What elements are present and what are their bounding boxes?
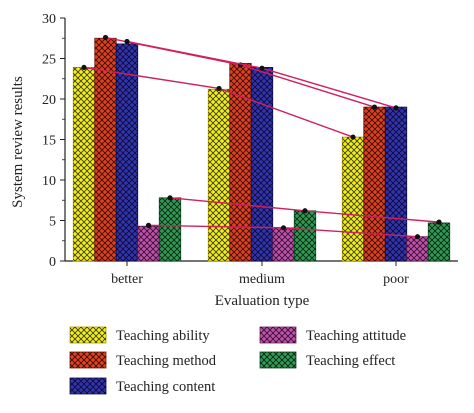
legend-label: Teaching content (116, 379, 215, 395)
trend-point-teaching-content-medium (259, 65, 265, 71)
x-tick-label-better: better (111, 272, 143, 287)
y-tick-label: 20 (42, 93, 56, 108)
legend-item-teaching-ability: Teaching ability (69, 326, 210, 344)
y-tick-label: 0 (49, 255, 56, 270)
bar-teaching-ability-poor (341, 136, 365, 262)
trend-point-teaching-effect-medium (302, 208, 308, 214)
x-axis-ticks: better medium poor (111, 261, 409, 287)
trend-point-teaching-method-poor (371, 104, 378, 110)
y-axis-ticks: 0 5 10 15 20 25 30 (42, 12, 65, 270)
bar-teaching-attitude-medium (272, 227, 295, 262)
trend-point-teaching-effect-poor (436, 219, 442, 225)
x-tick-label-medium: medium (239, 272, 285, 287)
bar-teaching-attitude-poor (406, 236, 429, 262)
bar-teaching-method-poor (363, 106, 386, 262)
legend-item-teaching-attitude: Teaching attitude (259, 326, 406, 344)
trend-lines (81, 34, 442, 240)
legend-label: Teaching attitude (306, 328, 406, 344)
legend-item-teaching-effect: Teaching effect (259, 351, 395, 369)
legend-item-teaching-content: Teaching content (69, 377, 215, 395)
trend-point-teaching-method-better (102, 34, 109, 41)
bar-teaching-effect-better (158, 197, 182, 262)
bar-teaching-method-better (94, 37, 117, 262)
x-tick-label-poor: poor (383, 272, 409, 287)
y-tick-label: 15 (42, 134, 56, 149)
trend-point-teaching-ability-better (81, 64, 87, 71)
y-tick-label: 5 (49, 215, 56, 230)
trend-point-teaching-content-poor (393, 105, 399, 111)
bar-teaching-effect-medium (293, 210, 317, 262)
legend-label: Teaching ability (116, 328, 210, 344)
legend: Teaching ability Teaching attitude Teachin… (69, 326, 406, 395)
trend-point-teaching-attitude-better (145, 222, 152, 228)
trend-point-teaching-content-better (124, 38, 130, 45)
bar-teaching-attitude-better (137, 225, 160, 262)
bar-teaching-ability-medium (207, 88, 231, 262)
bar-teaching-content-better (115, 43, 139, 262)
trend-point-teaching-attitude-poor (414, 234, 421, 240)
legend-item-teaching-method: Teaching method (69, 351, 217, 369)
trend-point-teaching-ability-medium (216, 85, 222, 92)
bar-teaching-content-poor (384, 106, 408, 262)
y-tick-label: 30 (42, 12, 56, 27)
trend-point-teaching-ability-poor (350, 134, 356, 140)
y-tick-label: 10 (42, 174, 56, 189)
x-axis-title: Evaluation type (215, 293, 310, 309)
legend-label: Teaching effect (306, 353, 395, 369)
legend-label: Teaching method (116, 353, 217, 369)
bars (72, 37, 451, 262)
y-axis-title: System review results (10, 76, 26, 208)
trend-point-teaching-attitude-medium (280, 225, 287, 231)
bar-teaching-content-medium (250, 67, 274, 262)
y-tick-label: 25 (42, 53, 56, 68)
bar-teaching-ability-better (72, 67, 96, 262)
trend-point-teaching-effect-better (167, 195, 173, 201)
bar-teaching-effect-poor (427, 222, 451, 262)
